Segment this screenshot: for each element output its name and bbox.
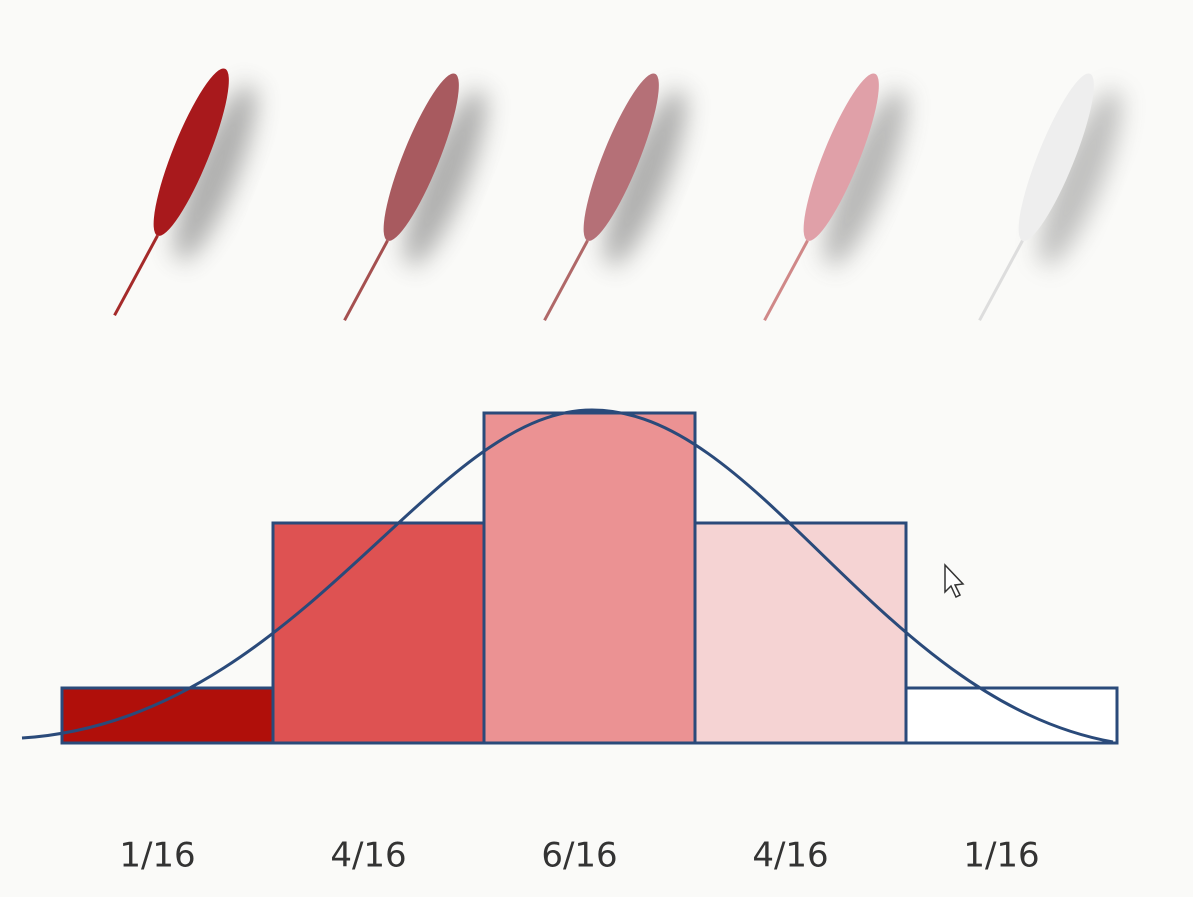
page: {"chart_data": {"type": "bar", "values":… (0, 0, 1193, 897)
cursor (945, 565, 963, 597)
value-label: 4/16 (330, 836, 406, 876)
bar (484, 413, 695, 743)
value-label: 6/16 (541, 836, 617, 876)
wheat-illustrations (107, 62, 1138, 344)
value-label: 1/16 (119, 836, 195, 876)
value-label: 4/16 (752, 836, 828, 876)
bars (62, 413, 1117, 743)
bar (273, 523, 484, 743)
bar (62, 688, 273, 743)
bar (695, 523, 906, 743)
value-label: 1/16 (963, 836, 1039, 876)
chart: 1/16 4/16 6/16 4/16 1/16 (0, 0, 1193, 897)
